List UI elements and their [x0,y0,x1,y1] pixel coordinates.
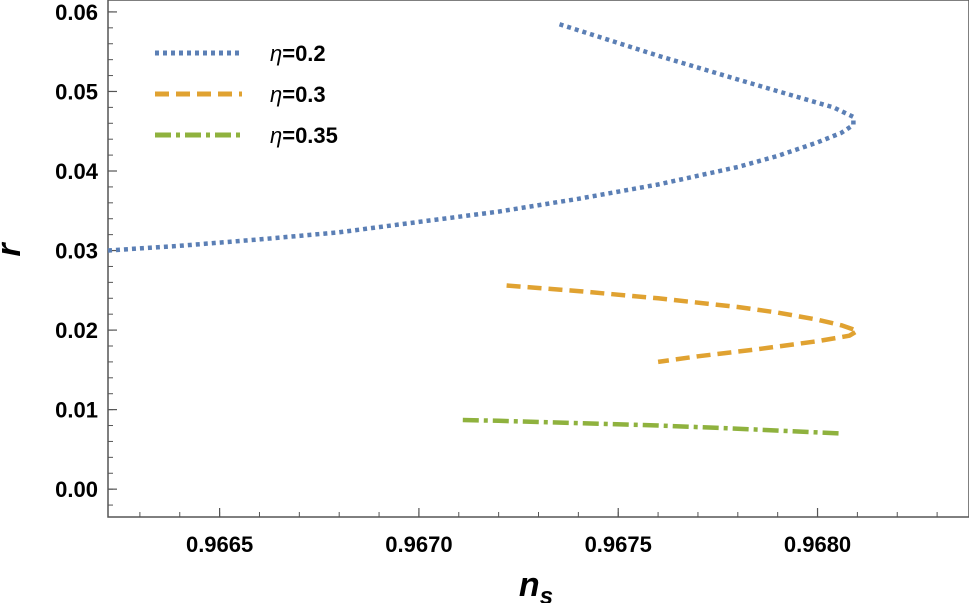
y-tick-label: 0.01 [55,398,98,423]
y-tick-label: 0.03 [55,239,98,264]
y-tick-label: 0.04 [55,159,99,184]
x-tick-label: 0.9665 [186,532,253,557]
plot-frame [107,0,969,518]
y-axis-title: r [0,242,28,257]
x-tick-label: 0.9670 [385,532,452,557]
x-tick-label: 0.9680 [784,532,851,557]
legend-eta-symbol: η [270,123,282,148]
legend-eta-symbol: η [270,82,282,107]
series-line-2 [462,417,842,436]
x-axis-title-main: n [519,566,540,603]
y-tick-label: 0.02 [55,318,98,343]
legend-label-eta-0-3: η=0.3 [270,82,326,107]
legend-eta-value: =0.3 [282,82,325,107]
x-tick-label: 0.9675 [585,532,652,557]
series-line-0 [107,21,856,253]
y-tick-label: 0.06 [55,0,98,25]
x-axis-title-subscript: s [540,583,553,603]
legend-label-eta-0-35: η=0.35 [270,123,338,148]
y-tick-label: 0.05 [55,79,98,104]
legend-eta-symbol: η [270,41,282,66]
legend-eta-value: =0.2 [282,41,325,66]
x-axis-title: ns [519,566,553,603]
y-tick-label: 0.00 [55,477,98,502]
series-layer [107,21,860,436]
legend: η=0.2 η=0.3 η=0.35 [155,41,338,148]
legend-eta-value: =0.35 [282,123,338,148]
legend-label-eta-0-2: η=0.2 [270,41,326,66]
tick-group: 0.9665 0.9670 0.9675 0.9680 0.00 0.01 0.02 0.03… [55,0,938,557]
series-line-1 [506,283,860,365]
